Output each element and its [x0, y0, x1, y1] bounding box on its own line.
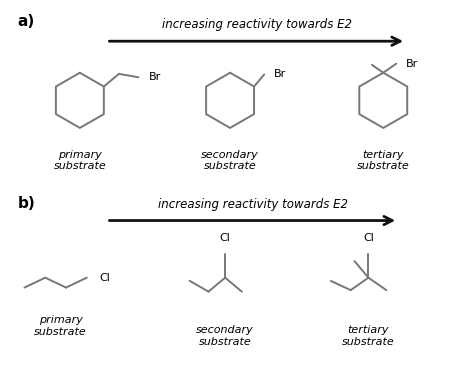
Text: Br: Br: [274, 69, 286, 80]
Text: Br: Br: [406, 59, 419, 69]
Text: b): b): [18, 196, 36, 211]
Text: tertiary
substrate: tertiary substrate: [342, 325, 395, 346]
Text: primary
substrate: primary substrate: [34, 315, 87, 337]
Text: increasing reactivity towards E2: increasing reactivity towards E2: [158, 198, 348, 211]
Text: Br: Br: [149, 72, 162, 82]
Text: tertiary
substrate: tertiary substrate: [357, 150, 410, 171]
Text: Cl: Cl: [220, 233, 230, 243]
Text: secondary
substrate: secondary substrate: [201, 150, 259, 171]
Text: a): a): [18, 14, 35, 29]
Text: Cl: Cl: [363, 233, 374, 243]
Text: increasing reactivity towards E2: increasing reactivity towards E2: [162, 18, 352, 31]
Text: primary
substrate: primary substrate: [54, 150, 106, 171]
Text: Cl: Cl: [100, 273, 110, 283]
Text: secondary
substrate: secondary substrate: [196, 325, 254, 346]
